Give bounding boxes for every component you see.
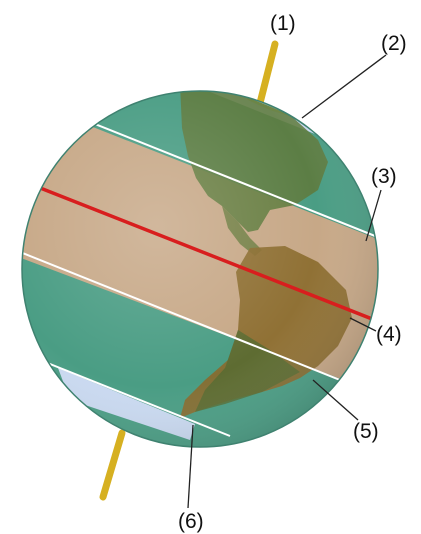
label-equator: (4) xyxy=(376,323,402,346)
label-arctic-circle: (2) xyxy=(381,32,407,55)
callout-line-5 xyxy=(312,379,359,421)
label-axis: (1) xyxy=(270,12,296,35)
callout-line-2 xyxy=(301,54,387,119)
callout-line-3 xyxy=(365,189,382,242)
label-antarctic-circle: (6) xyxy=(178,510,204,533)
equator-line xyxy=(22,178,378,332)
callout-line-4 xyxy=(349,317,377,332)
axis-bottom xyxy=(99,429,126,501)
tropic-of-cancer-line xyxy=(39,101,378,247)
tropic-of-capricorn-line xyxy=(22,243,371,393)
axis-top xyxy=(256,40,279,107)
antarctic-circle-line xyxy=(39,359,231,437)
callout-line-6 xyxy=(187,424,194,509)
globe-outline xyxy=(21,90,379,448)
label-tropic-of-capricorn: (5) xyxy=(353,420,379,443)
label-tropic-of-cancer: (3) xyxy=(371,165,397,188)
